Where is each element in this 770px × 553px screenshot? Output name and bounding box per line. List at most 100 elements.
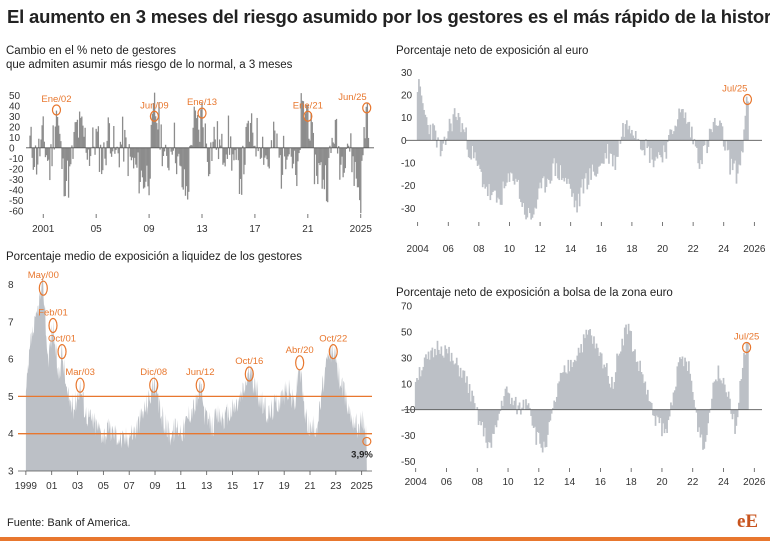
y-tick-label: 7 [8, 317, 14, 328]
data-bar [497, 140, 499, 198]
data-bar [417, 379, 420, 410]
data-bar [516, 140, 518, 182]
data-bar [89, 147, 92, 157]
data-bar [523, 140, 526, 215]
x-tick-label: 08 [472, 477, 484, 488]
data-bar [338, 146, 340, 148]
data-bar [204, 123, 206, 148]
data-bar [511, 397, 513, 410]
data-bar [296, 147, 298, 187]
data-bar [734, 140, 737, 161]
data-bar [622, 122, 624, 141]
data-bar [486, 409, 489, 449]
data-bar [360, 147, 362, 214]
data-bar [639, 360, 642, 410]
data-bar [599, 352, 602, 410]
data-bar [96, 131, 98, 148]
data-bar [553, 140, 555, 159]
data-bar [695, 409, 698, 413]
data-bar [559, 372, 562, 410]
data-bar [367, 137, 370, 148]
data-bar [535, 409, 538, 445]
data-bar [673, 390, 676, 410]
data-bar [300, 93, 302, 148]
data-bar [461, 377, 463, 410]
data-bar [436, 340, 439, 410]
data-bar [46, 147, 49, 161]
data-bar [160, 124, 162, 148]
data-bar [248, 141, 251, 148]
data-bar [198, 129, 200, 148]
data-bar [366, 102, 369, 148]
data-bar [602, 368, 604, 410]
data-bar [141, 147, 144, 178]
data-bar [73, 131, 75, 148]
data-bar [525, 140, 527, 220]
chart-euro-exposure: Porcentaje neto de exposición al euro 30 2… [396, 45, 766, 255]
data-bar [139, 147, 141, 182]
data-bar [81, 116, 83, 148]
data-bar [522, 399, 525, 410]
data-bar [225, 147, 227, 155]
data-bar [487, 409, 490, 442]
data-bar [632, 351, 635, 410]
data-bar [531, 409, 534, 426]
data-bar [567, 359, 570, 410]
data-bar [582, 140, 585, 194]
data-bar [634, 131, 637, 141]
data-bar [282, 135, 285, 148]
x-tick-label: 14 [564, 477, 576, 488]
x-tick-label: 1999 [15, 481, 38, 492]
data-bar [670, 129, 673, 141]
x-tick-label: 18 [626, 477, 638, 488]
data-bar [157, 129, 159, 148]
data-bar [35, 147, 38, 175]
data-bar [679, 357, 681, 410]
data-bar [164, 144, 167, 148]
data-bar [142, 147, 145, 189]
data-bar [507, 140, 510, 174]
data-bar [448, 346, 450, 410]
chart-title: Cambio en el % neto de gestores [6, 45, 176, 57]
x-tick-label: 05 [98, 481, 110, 492]
data-bar [735, 409, 738, 426]
data-bar [543, 140, 545, 177]
data-bar [466, 376, 468, 410]
data-bar [328, 147, 330, 158]
data-bar [92, 127, 94, 148]
data-bar [647, 140, 650, 147]
data-bar [473, 403, 476, 410]
data-bar [74, 122, 76, 148]
data-bar [457, 112, 460, 141]
data-bar [676, 119, 679, 141]
data-bar [489, 140, 492, 201]
data-bar [440, 346, 443, 410]
data-bar [187, 147, 189, 200]
data-bar [480, 409, 482, 426]
data-bar [245, 126, 247, 148]
data-bar [730, 409, 733, 414]
data-bar [691, 392, 694, 410]
y-tick-label: -50 [9, 196, 24, 207]
data-bar [177, 147, 179, 157]
data-bar [244, 147, 246, 165]
data-bar [242, 145, 244, 148]
data-bar [663, 409, 666, 434]
data-bar [536, 140, 539, 200]
data-bar [685, 123, 688, 141]
x-tick-label: 24 [718, 477, 730, 488]
data-bar [472, 140, 475, 159]
data-bar [646, 140, 649, 149]
data-bar [429, 124, 432, 141]
data-bar [587, 140, 590, 185]
data-bar [530, 409, 532, 416]
data-bar [576, 140, 578, 213]
annotation-label: Jul/25 [734, 331, 759, 342]
data-bar [99, 144, 102, 148]
data-bar [354, 147, 356, 162]
x-tick-label: 06 [443, 244, 455, 255]
data-bar [694, 407, 697, 410]
data-bar [478, 409, 481, 422]
data-bar [350, 133, 352, 148]
data-bar [101, 147, 103, 175]
